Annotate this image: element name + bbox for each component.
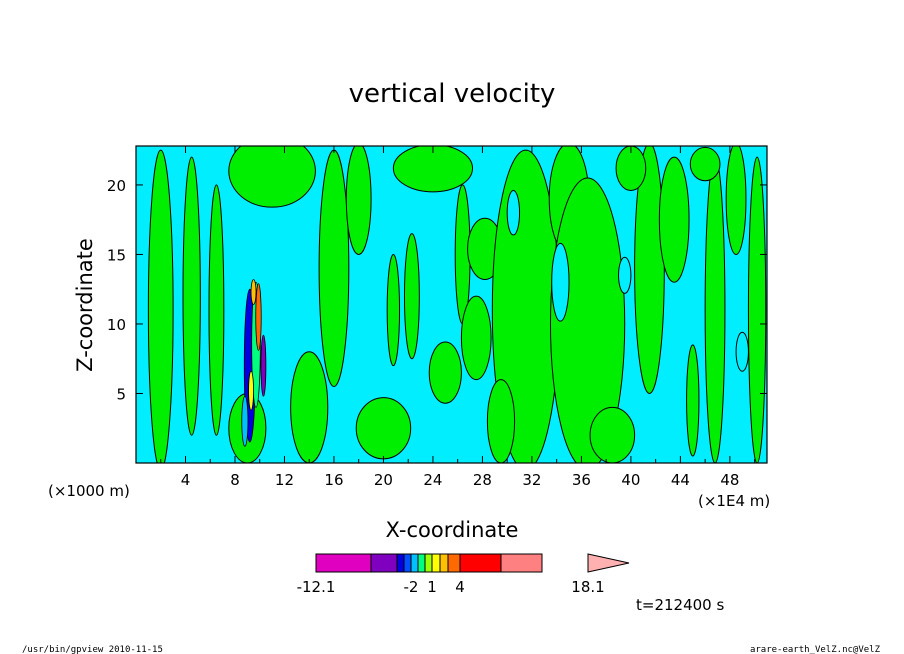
negative-velocity-region: [551, 242, 570, 322]
positive-velocity-region: [208, 184, 225, 436]
core-cell: [260, 334, 267, 397]
x-axis-ticks: 4 8 12 16 20 24 28 32 36 40 44 48: [160, 146, 756, 489]
positive-velocity-region: [428, 341, 462, 404]
positive-velocity-region: [549, 177, 626, 463]
colorbar-level-label: 18.1: [571, 578, 604, 596]
x-tick-label: 12: [275, 471, 294, 489]
convective-core: [241, 279, 267, 447]
positive-velocity-regions: [147, 146, 767, 463]
positive-velocity-region: [615, 146, 647, 191]
positive-velocity-region: [589, 406, 636, 463]
negative-velocity-region: [735, 331, 749, 372]
colorbar-labels: -12.1 -2 1 4 18.1: [297, 578, 605, 596]
colorbar-segment: [396, 553, 405, 573]
core-cell: [250, 279, 257, 305]
colorbar-segment: [417, 553, 426, 573]
positive-velocity-region: [725, 146, 747, 255]
positive-velocity-region: [318, 149, 350, 388]
positive-velocity-region: [392, 146, 474, 193]
colorbar-segment: [439, 553, 449, 573]
colorbar-segment: [424, 553, 433, 573]
x-tick-label: 48: [720, 471, 739, 489]
chart-title: vertical velocity: [349, 79, 556, 109]
y-tick-label: 10: [107, 316, 126, 334]
colorbar: [315, 553, 630, 573]
x-unit-left: (×1000 m): [48, 482, 130, 500]
x-tick-label: 16: [324, 471, 343, 489]
colorbar-level-label: -2: [404, 578, 419, 596]
colorbar-segment: [431, 553, 441, 573]
colorbar-level-label: -12.1: [297, 578, 336, 596]
colorbar-segment: [500, 553, 543, 573]
core-cell: [241, 395, 249, 447]
negative-velocity-region: [506, 189, 521, 236]
y-tick-label: 15: [107, 246, 126, 264]
x-tick-label: 20: [374, 471, 393, 489]
colorbar-segment: [447, 553, 461, 573]
colorbar-level-label: 1: [427, 578, 437, 596]
x-tick-label: 8: [230, 471, 240, 489]
positive-velocity-region: [460, 295, 492, 381]
x-tick-label: 32: [522, 471, 541, 489]
positive-velocity-region: [689, 146, 721, 182]
x-axis-label: X-coordinate: [386, 518, 519, 542]
x-tick-label: 40: [621, 471, 640, 489]
colorbar-segment: [403, 553, 412, 573]
negative-velocity-region: [618, 256, 632, 294]
positive-velocity-region: [486, 379, 516, 463]
colorbar-segment: [459, 553, 502, 573]
positive-velocity-region: [658, 156, 690, 283]
footer-left: /usr/bin/gpview 2010-11-15: [22, 645, 163, 654]
positive-velocity-region: [355, 397, 412, 460]
y-tick-label: 5: [116, 385, 126, 403]
y-axis-ticks: 5 10 15 20: [107, 177, 767, 403]
core-cell: [255, 283, 262, 351]
colorbar-extend-arrow: [587, 553, 630, 573]
positive-velocity-region: [290, 351, 329, 463]
positive-velocity-region: [747, 156, 767, 463]
plot-frame: [135, 145, 768, 464]
positive-velocity-region: [704, 156, 726, 463]
y-tick-label: 20: [107, 177, 126, 195]
positive-velocity-region: [634, 146, 665, 394]
x-tick-label: 36: [572, 471, 591, 489]
colorbar-segment: [370, 553, 398, 573]
colorbar-segment: [410, 553, 419, 573]
positive-velocity-region: [403, 233, 420, 360]
x-tick-label: 4: [181, 471, 191, 489]
colorbar-level-label: 4: [455, 578, 465, 596]
x-tick-label: 28: [473, 471, 492, 489]
positive-velocity-region: [345, 146, 372, 255]
footer-right: arare-earth_VelZ.nc@VelZ: [750, 645, 881, 654]
positive-velocity-region: [228, 146, 316, 208]
plot-area: [136, 146, 767, 463]
x-unit-right: (×1E4 m): [698, 492, 770, 510]
time-label: t=212400 s: [636, 596, 724, 614]
positive-velocity-region: [386, 253, 401, 367]
colorbar-segment: [315, 553, 372, 573]
positive-velocity-region: [686, 344, 700, 457]
positive-velocity-region: [147, 149, 174, 463]
core-cell: [248, 370, 254, 411]
positive-velocity-region: [182, 156, 201, 436]
x-tick-label: 44: [671, 471, 690, 489]
y-axis-label: Z-coordinate: [73, 238, 97, 372]
x-tick-label: 24: [423, 471, 442, 489]
